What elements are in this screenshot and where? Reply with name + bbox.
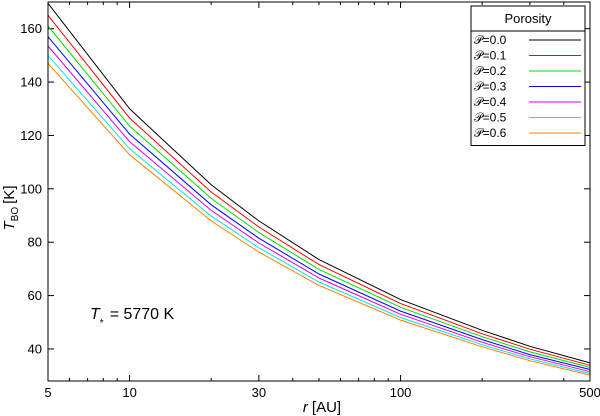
legend-box [470,5,586,146]
legend-item: 𝒫=0.2 [474,64,581,78]
series-line-3 [47,36,591,370]
y-axis-subscript: BO [10,207,21,222]
y-tick-label: 140 [20,75,42,90]
annotation-value: = 5770 K [110,306,175,323]
annotation-subscript: * [100,318,104,329]
legend: Porosity 𝒫=0.0 𝒫=0.1𝒫=0.2 𝒫=0.3𝒫=0.4 𝒫=0.5𝒫… [470,5,586,146]
legend-item: 𝒫=0.3 [474,80,581,94]
legend-item: 𝒫=0.6 [474,126,581,140]
tick-labels: 40 60 80 100 120 140 160 5 10 30 100 500 [20,21,600,400]
legend-label: 𝒫=0.0 [474,33,507,47]
x-tick-label: 30 [252,385,266,400]
x-axis-label: r [AU] [303,399,341,416]
x-axis-unit: [AU] [312,399,341,416]
plot-frame [47,1,591,382]
y-tick-label: 40 [28,341,42,356]
legend-label: 𝒫=0.4 [474,95,507,109]
legend-label: 𝒫=0.1 [474,49,507,63]
legend-label: 𝒫=0.5 [474,111,507,125]
legend-item: 𝒫=0.4 [474,95,581,109]
series-line-2 [47,25,591,368]
y-tick-label: 160 [20,21,42,36]
y-axis-label: TBO [K] [1,186,21,231]
series-line-1 [47,14,591,366]
y-axis-symbol: T [1,219,18,230]
legend-title: Porosity [505,11,552,26]
legend-label: 𝒫=0.3 [474,80,507,94]
legend-item: 𝒫=0.5 [474,111,581,125]
y-tick-label: 100 [20,181,42,196]
x-tick-label: 100 [390,385,412,400]
x-tick-label: 10 [122,385,136,400]
star-temperature-annotation: T* = 5770 K [90,306,175,329]
legend-item: 𝒫=0.1 [474,49,581,63]
series-line-4 [47,45,591,373]
series-lines [47,2,591,376]
y-tick-label: 60 [28,288,42,303]
x-axis-symbol: r [303,399,309,416]
legend-item: 𝒫=0.0 [474,33,581,47]
legend-items: 𝒫=0.0 𝒫=0.1𝒫=0.2 𝒫=0.3𝒫=0.4 𝒫=0.5𝒫=0.6 [474,33,581,140]
series-line-6 [47,63,591,376]
series-line-0 [47,2,591,364]
y-tick-label: 80 [28,235,42,250]
y-tick-label: 120 [20,128,42,143]
x-tick-label: 500 [579,385,600,400]
annotation-symbol: T [90,306,101,323]
legend-label: 𝒫=0.6 [474,126,507,140]
y-axis-unit: [K] [1,186,18,204]
series-line-5 [47,55,591,374]
legend-label: 𝒫=0.2 [474,64,507,78]
x-tick-label: 5 [44,385,51,400]
